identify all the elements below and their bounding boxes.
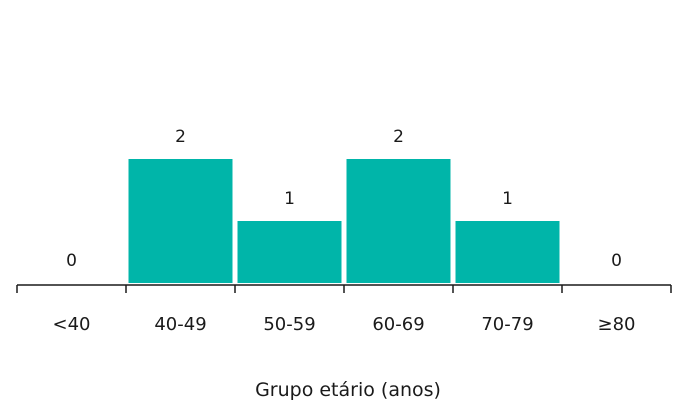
data-label: 0 [66, 251, 77, 271]
x-ticks-layer: <40 40-49 50-59 60-69 70-79 ≥80 [16, 285, 672, 335]
data-labels-layer: 0 2 1 2 1 0 [66, 127, 622, 271]
data-label: 0 [611, 251, 622, 271]
x-axis-title: Grupo etário (anos) [255, 379, 441, 401]
data-label: 1 [502, 189, 513, 209]
bar [455, 221, 560, 283]
bars-layer [128, 159, 560, 283]
data-label: 2 [393, 127, 404, 147]
data-label: 2 [175, 127, 186, 147]
x-tick-label: <40 [53, 314, 91, 335]
x-tick-label: 40-49 [154, 314, 206, 335]
x-tick-label: ≥80 [598, 314, 636, 335]
x-tick-label: 50-59 [263, 314, 315, 335]
x-tick-label: 70-79 [481, 314, 533, 335]
x-tick-label: 60-69 [372, 314, 424, 335]
bar [346, 159, 451, 283]
bar [128, 159, 233, 283]
bar [237, 221, 342, 283]
data-label: 1 [284, 189, 295, 209]
